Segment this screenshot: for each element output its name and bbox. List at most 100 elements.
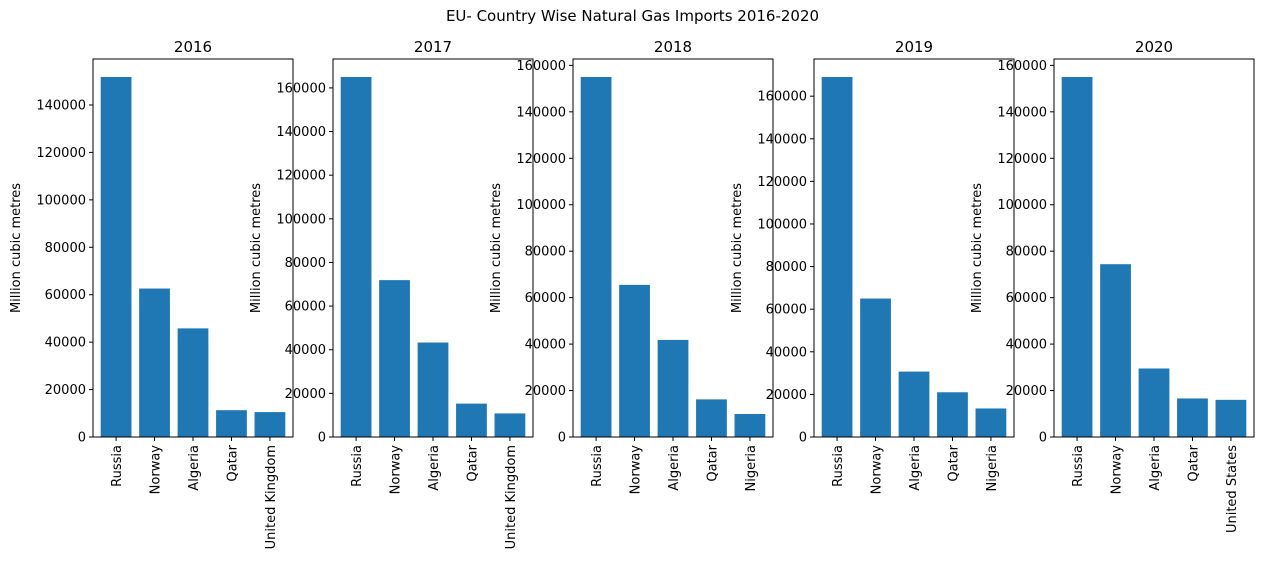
y-tick-label: 160000	[276, 81, 326, 96]
chart-panel-2017: Russia Norway Algeria Qatar United Kingdom 0 2…	[249, 38, 534, 549]
subplot-title: 2016	[174, 38, 212, 56]
x-tick-label: Russia	[110, 445, 125, 487]
x-tick-label: Algeria	[908, 445, 923, 491]
subplot-title: 2017	[414, 38, 452, 56]
x-tick-label: Qatar	[465, 444, 480, 481]
y-tick-label: 140000	[36, 98, 86, 113]
y-tick-label: 40000	[525, 338, 566, 353]
y-tick-label: 40000	[45, 336, 86, 351]
y-tick-label: 80000	[1006, 245, 1047, 260]
bar-algeria	[898, 371, 930, 437]
x-tick-label: Qatar	[705, 444, 720, 481]
x-tick-label: Russia	[590, 445, 605, 487]
bar-united-kingdom	[494, 413, 526, 437]
y-tick-label: 100000	[36, 193, 86, 208]
x-tick-label: Norway	[389, 445, 404, 495]
y-tick-label: 120000	[757, 175, 807, 190]
x-tick-label: Russia	[831, 445, 846, 487]
bar-nigeria	[975, 408, 1007, 437]
y-tick-label: 80000	[285, 256, 326, 271]
x-tick-label: Algeria	[667, 445, 682, 491]
y-tick-label: 40000	[1006, 338, 1047, 353]
y-tick-label: 60000	[1006, 291, 1047, 306]
bar-norway	[619, 284, 650, 437]
bar-russia	[340, 77, 372, 437]
y-tick-label: 120000	[997, 152, 1047, 167]
y-tick-label: 0	[78, 431, 86, 446]
y-tick-label: 160000	[757, 90, 807, 105]
x-tick-label: Norway	[1110, 445, 1125, 495]
y-axis-label: Million cubic metres	[249, 183, 264, 313]
y-tick-label: 60000	[525, 291, 566, 306]
y-axis-label: Million cubic metres	[730, 183, 745, 313]
y-tick-label: 100000	[997, 198, 1047, 213]
figure-title: EU- Country Wise Natural Gas Imports 201…	[445, 7, 820, 25]
y-tick-label: 0	[558, 431, 566, 446]
y-tick-label: 80000	[45, 241, 86, 256]
y-tick-label: 120000	[516, 152, 566, 167]
x-tick-label: United Kingdom	[504, 445, 519, 549]
x-tick-label: Nigeria	[985, 445, 1000, 492]
x-tick-label: Norway	[629, 445, 644, 495]
bar-algeria	[177, 328, 209, 437]
chart-panel-2019: Russia Norway Algeria Qatar Nigeria 0 20000 400…	[730, 38, 1015, 495]
bar-qatar	[937, 392, 968, 437]
y-tick-label: 20000	[766, 388, 807, 403]
bar-qatar	[216, 410, 247, 437]
y-tick-label: 0	[318, 431, 326, 446]
bar-norway	[139, 288, 170, 437]
y-tick-label: 140000	[757, 132, 807, 147]
axes-frame	[813, 58, 1015, 438]
y-axis-label: Million cubic metres	[970, 183, 985, 313]
y-tick-label: 60000	[285, 300, 326, 315]
x-tick-label: Qatar	[946, 444, 961, 481]
bar-qatar	[696, 399, 727, 437]
subplot-title: 2018	[654, 38, 692, 56]
y-tick-label: 0	[1039, 431, 1047, 446]
bar-qatar	[456, 403, 487, 437]
x-tick-label: Russia	[1071, 445, 1086, 487]
y-tick-label: 140000	[276, 125, 326, 140]
bar-russia	[100, 77, 132, 437]
y-tick-label: 160000	[997, 59, 1047, 74]
y-tick-label: 40000	[285, 343, 326, 358]
y-tick-label: 60000	[766, 303, 807, 318]
y-tick-label: 80000	[766, 260, 807, 275]
bar-russia	[580, 77, 612, 437]
bar-norway	[860, 298, 891, 437]
axes-frame	[572, 58, 774, 438]
bar-united-states	[1215, 399, 1247, 437]
axes-frame	[1053, 58, 1255, 438]
x-tick-label: Norway	[149, 445, 164, 495]
x-tick-label: Algeria	[1148, 445, 1163, 491]
y-tick-label: 80000	[525, 245, 566, 260]
x-tick-label: Norway	[870, 445, 885, 495]
y-tick-label: 20000	[285, 387, 326, 402]
bar-russia	[821, 77, 853, 437]
y-tick-label: 40000	[766, 345, 807, 360]
bar-algeria	[1138, 368, 1170, 437]
x-tick-label: Algeria	[187, 445, 202, 491]
y-tick-label: 140000	[516, 105, 566, 120]
bar-norway	[1100, 264, 1131, 437]
chart-panel-2018: Russia Norway Algeria Qatar Nigeria 0 20000 400…	[489, 38, 774, 495]
y-tick-label: 20000	[45, 383, 86, 398]
bar-algeria	[657, 339, 689, 437]
y-tick-label: 140000	[997, 105, 1047, 120]
x-tick-label: Russia	[350, 445, 365, 487]
subplot-title: 2020	[1135, 38, 1173, 56]
x-tick-label: Qatar	[225, 444, 240, 481]
x-tick-label: Algeria	[427, 445, 442, 491]
axes-frame	[332, 58, 534, 438]
bar-norway	[379, 280, 410, 437]
y-tick-label: 20000	[525, 384, 566, 399]
y-tick-label: 0	[799, 431, 807, 446]
y-tick-label: 100000	[276, 212, 326, 227]
subplot-title: 2019	[895, 38, 933, 56]
y-tick-label: 100000	[516, 198, 566, 213]
y-tick-label: 60000	[45, 288, 86, 303]
bar-russia	[1061, 77, 1093, 437]
x-tick-label: Nigeria	[744, 445, 759, 492]
y-axis-label: Million cubic metres	[9, 183, 24, 313]
x-tick-label: United Kingdom	[264, 445, 279, 549]
